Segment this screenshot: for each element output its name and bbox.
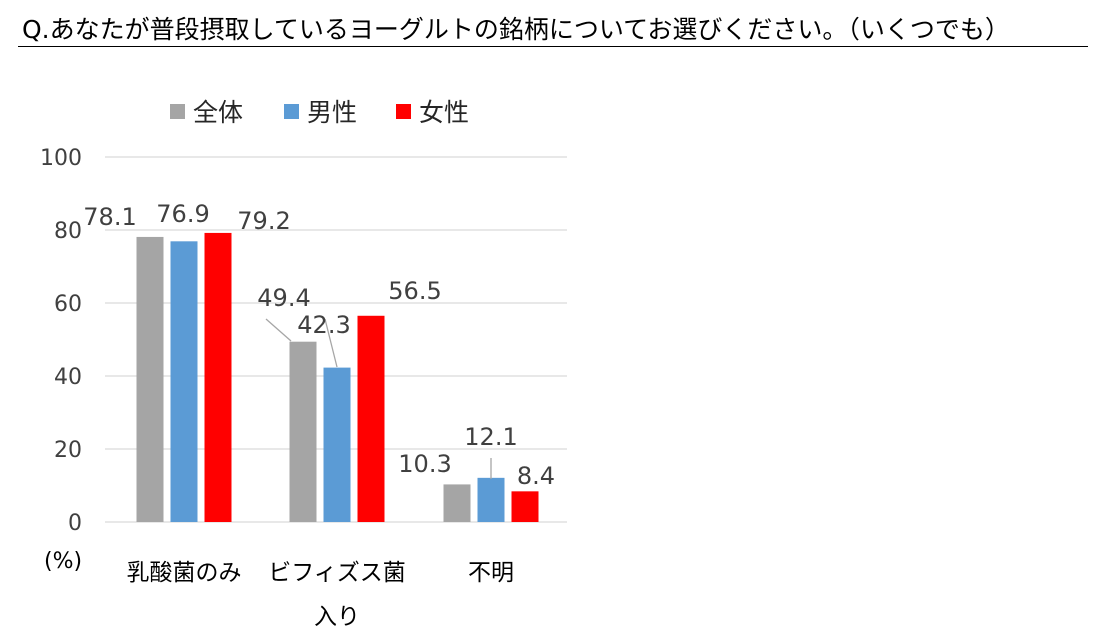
x-category-label: 入り xyxy=(314,604,360,630)
y-tick-label: 40 xyxy=(54,365,82,390)
y-tick-label: 100 xyxy=(40,146,82,171)
data-label: 78.1 xyxy=(83,203,136,231)
bar xyxy=(170,241,198,522)
bar xyxy=(443,484,471,522)
data-label: 79.2 xyxy=(237,207,290,235)
y-tick-label: 20 xyxy=(54,438,82,463)
leader-line xyxy=(324,318,338,368)
y-axis-unit: (%) xyxy=(44,549,82,574)
bar xyxy=(477,477,505,522)
data-label: 49.4 xyxy=(257,284,310,312)
legend-label: 女性 xyxy=(419,98,469,127)
title-underline xyxy=(18,46,1088,47)
legend-swatch xyxy=(396,104,411,119)
data-labels: 78.1 49.4 10.3 76.9 42.3 12.1 79.2 56.5 8.4 xyxy=(83,200,555,490)
bar xyxy=(323,367,351,522)
data-label: 42.3 xyxy=(297,311,350,339)
y-tick-label: 80 xyxy=(54,219,82,244)
legend: 全体 男性 女性 xyxy=(170,98,469,127)
bar xyxy=(511,491,539,522)
legend-label: 全体 xyxy=(193,98,243,127)
x-category-label: 乳酸菌のみ xyxy=(127,560,242,586)
legend-swatch xyxy=(170,104,185,119)
y-axis-tick-labels: 0 20 40 60 80 100 xyxy=(40,146,82,536)
data-label: 76.9 xyxy=(156,200,209,228)
bar xyxy=(136,236,164,522)
data-label: 56.5 xyxy=(388,277,441,305)
question-title: Q.あなたが普段摂取しているヨーグルトの銘柄についてお選びください。（いくつでも… xyxy=(22,15,1010,44)
data-label: 8.4 xyxy=(517,462,555,490)
label-leader-lines xyxy=(265,318,492,479)
data-label: 10.3 xyxy=(398,450,451,478)
x-category-label: 不明 xyxy=(468,560,514,586)
x-category-label: ビフィズス菌 xyxy=(268,560,406,586)
leader-line xyxy=(265,318,292,342)
bar xyxy=(204,232,232,523)
legend-label: 男性 xyxy=(307,98,357,127)
data-label: 12.1 xyxy=(464,423,517,451)
bars xyxy=(136,232,539,523)
bar xyxy=(357,315,385,522)
bar xyxy=(289,341,317,522)
y-tick-label: 60 xyxy=(54,292,82,317)
y-tick-label: 0 xyxy=(68,511,82,536)
legend-swatch xyxy=(284,104,299,119)
